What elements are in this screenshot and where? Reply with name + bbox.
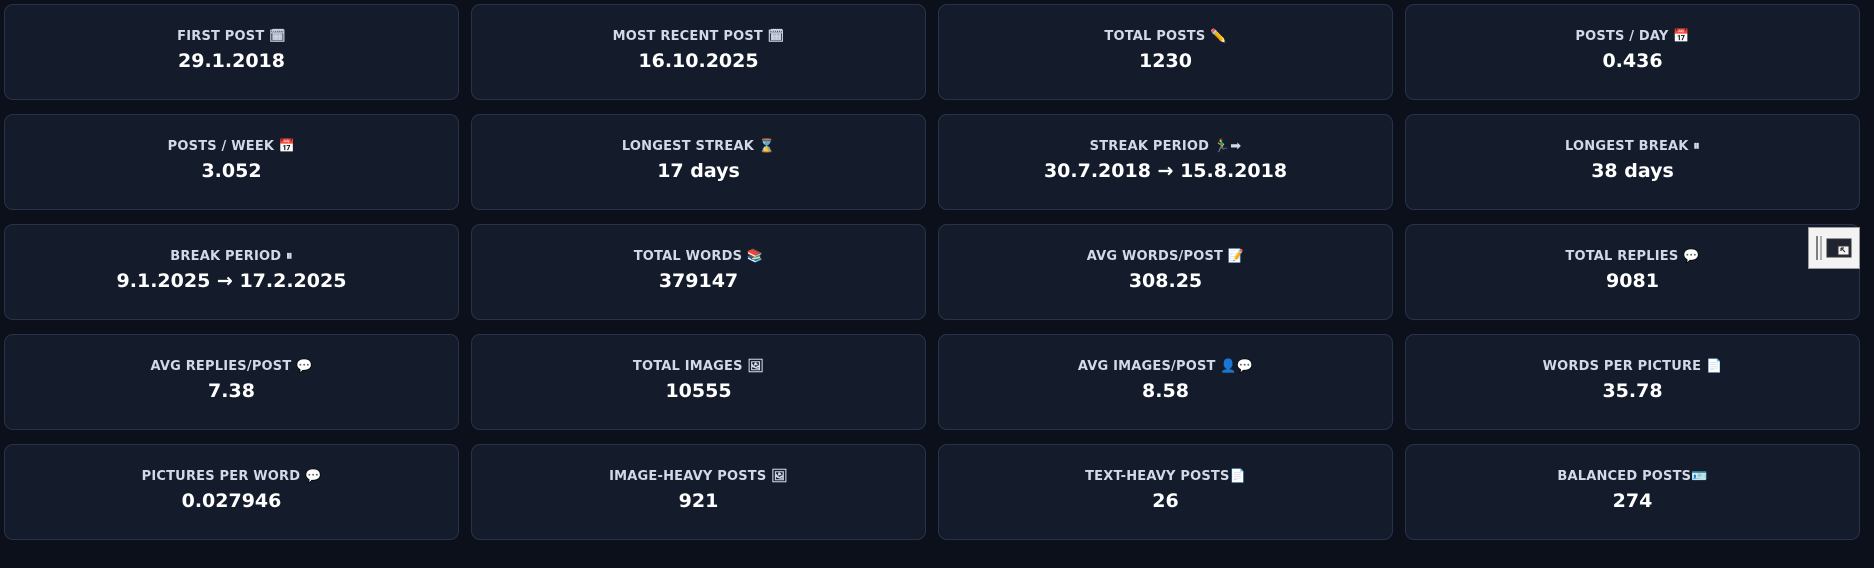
stat-value: 9.1.2025 → 17.2.2025 xyxy=(116,269,347,292)
stat-card-longest-break: LONGEST BREAK ⏸ 38 days xyxy=(1405,114,1860,210)
drag-handle[interactable] xyxy=(1816,236,1822,260)
stat-label: TOTAL POSTS ✏️ xyxy=(1104,28,1227,44)
stat-value: 379147 xyxy=(658,269,739,292)
stat-label: AVG IMAGES/POST 👤💬 xyxy=(1077,358,1254,374)
stats-grid: FIRST POST 🗓 29.1.2018 MOST RECENT POST … xyxy=(4,4,1860,540)
stat-card-avg-words-per-post: AVG WORDS/POST 📝 308.25 xyxy=(938,224,1393,320)
picture-in-picture-exit-icon[interactable] xyxy=(1826,237,1852,259)
stat-value: 8.58 xyxy=(1142,379,1189,402)
stat-card-streak-period: STREAK PERIOD 🏃‍♂️➡ 30.7.2018 → 15.8.201… xyxy=(938,114,1393,210)
stat-label: LONGEST STREAK ⌛ xyxy=(621,138,776,154)
stat-card-total-words: TOTAL WORDS 📚 379147 xyxy=(471,224,926,320)
stat-value: 9081 xyxy=(1606,269,1659,292)
stat-label: PICTURES PER WORD 💬 xyxy=(141,468,322,484)
stat-card-image-heavy-posts: IMAGE-HEAVY POSTS 🖼 921 xyxy=(471,444,926,540)
stat-label: FIRST POST 🗓 xyxy=(177,28,286,44)
stat-value: 921 xyxy=(678,489,719,512)
stat-card-total-posts: TOTAL POSTS ✏️ 1230 xyxy=(938,4,1393,100)
stat-card-avg-replies-per-post: AVG REPLIES/POST 💬 7.38 xyxy=(4,334,459,430)
stat-card-posts-per-week: POSTS / WEEK 📅 3.052 xyxy=(4,114,459,210)
stat-label: BREAK PERIOD ⏸ xyxy=(170,248,293,264)
stat-label: BALANCED POSTS🪪 xyxy=(1557,468,1708,484)
stat-value: 7.38 xyxy=(208,379,255,402)
stat-value: 38 days xyxy=(1591,159,1674,182)
stat-label: WORDS PER PICTURE 📄 xyxy=(1542,358,1723,374)
stat-value: 16.10.2025 xyxy=(638,49,759,72)
stat-label: TOTAL REPLIES 💬 xyxy=(1565,248,1700,264)
stat-card-first-post: FIRST POST 🗓 29.1.2018 xyxy=(4,4,459,100)
stat-value: 1230 xyxy=(1139,49,1192,72)
stat-value: 3.052 xyxy=(201,159,262,182)
stat-value: 26 xyxy=(1152,489,1179,512)
stat-label: IMAGE-HEAVY POSTS 🖼 xyxy=(609,468,788,484)
stat-card-avg-images-per-post: AVG IMAGES/POST 👤💬 8.58 xyxy=(938,334,1393,430)
stat-label: MOST RECENT POST 🗓 xyxy=(612,28,785,44)
stat-label: TEXT-HEAVY POSTS📄 xyxy=(1085,468,1246,484)
stat-card-total-images: TOTAL IMAGES 🖼 10555 xyxy=(471,334,926,430)
stat-value: 0.027946 xyxy=(181,489,282,512)
stat-card-text-heavy-posts: TEXT-HEAVY POSTS📄 26 xyxy=(938,444,1393,540)
stat-value: 10555 xyxy=(665,379,732,402)
stat-label: TOTAL IMAGES 🖼 xyxy=(632,358,765,374)
stat-value: 0.436 xyxy=(1602,49,1663,72)
stat-label: AVG REPLIES/POST 💬 xyxy=(150,358,313,374)
stat-card-pictures-per-word: PICTURES PER WORD 💬 0.027946 xyxy=(4,444,459,540)
stat-card-break-period: BREAK PERIOD ⏸ 9.1.2025 → 17.2.2025 xyxy=(4,224,459,320)
stat-value: 274 xyxy=(1612,489,1653,512)
stat-value: 17 days xyxy=(657,159,740,182)
stat-label: AVG WORDS/POST 📝 xyxy=(1086,248,1245,264)
stat-card-most-recent-post: MOST RECENT POST 🗓 16.10.2025 xyxy=(471,4,926,100)
stat-card-words-per-picture: WORDS PER PICTURE 📄 35.78 xyxy=(1405,334,1860,430)
stat-card-balanced-posts: BALANCED POSTS🪪 274 xyxy=(1405,444,1860,540)
stat-card-posts-per-day: POSTS / DAY 📅 0.436 xyxy=(1405,4,1860,100)
stat-value: 29.1.2018 xyxy=(178,49,285,72)
floating-widget[interactable] xyxy=(1808,227,1860,269)
stat-value: 30.7.2018 → 15.8.2018 xyxy=(1043,159,1288,182)
stat-card-total-replies: TOTAL REPLIES 💬 9081 xyxy=(1405,224,1860,320)
stat-label: POSTS / DAY 📅 xyxy=(1575,28,1690,44)
stat-label: TOTAL WORDS 📚 xyxy=(633,248,764,264)
stat-value: 308.25 xyxy=(1128,269,1203,292)
stat-value: 35.78 xyxy=(1602,379,1663,402)
stat-label: LONGEST BREAK ⏸ xyxy=(1564,138,1701,154)
stat-card-longest-streak: LONGEST STREAK ⌛ 17 days xyxy=(471,114,926,210)
stat-label: STREAK PERIOD 🏃‍♂️➡ xyxy=(1089,138,1242,154)
stat-label: POSTS / WEEK 📅 xyxy=(167,138,296,154)
